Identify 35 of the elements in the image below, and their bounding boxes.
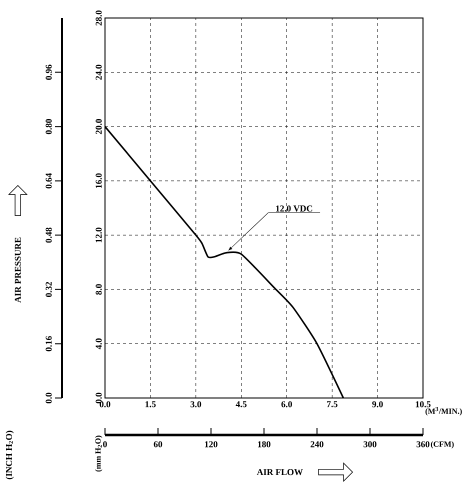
y2-tick-label: 0.80 — [46, 119, 52, 134]
x-axis-title: (M$^{3}$/MIN.) — [426, 407, 462, 416]
x2-tick-label: 180 — [258, 441, 270, 448]
x-tick-label: 4.5 — [236, 401, 247, 408]
y-tick-label: 28.0 — [96, 10, 102, 26]
y-tick-label: 20.0 — [96, 119, 102, 134]
x-tick-label: 1.5 — [146, 401, 156, 408]
text: AIR FLOW — [256, 469, 303, 476]
x-tick-label: 10.5 — [416, 401, 431, 408]
x-tick-label: 6.0 — [281, 401, 292, 408]
y-tick-label: 8.0 — [96, 284, 102, 295]
y-tick-label: 24.0 — [96, 64, 102, 80]
x-tick-label: 9.0 — [372, 401, 383, 408]
x2-tick-label: 360 — [416, 441, 430, 448]
y-tick-label: 12.0 — [96, 228, 102, 242]
y-tick-label: 4.0 — [96, 338, 102, 350]
x2-tick-label: 0 — [103, 441, 107, 448]
x2-tick-label: 120 — [204, 441, 218, 448]
y2-tick-label: 0.48 — [46, 228, 52, 243]
y-axis-title: (mm H$_{2}$O) — [95, 436, 102, 472]
x2-tick-label: 300 — [364, 441, 376, 448]
y2-tick-label: 0.96 — [46, 64, 52, 80]
y-tick-label: 16.0 — [96, 173, 102, 188]
x-tick-label: 3.0 — [190, 401, 202, 408]
y2-tick-label: 0.32 — [46, 282, 52, 297]
x2-tick-label: 240 — [310, 441, 324, 448]
y2-tick-label: 0.16 — [46, 336, 52, 352]
y2-axis-title: (INCH H$_{2}$O) — [6, 430, 14, 480]
x-tick-label: 7.5 — [327, 401, 338, 408]
text: 12.0 VDC — [276, 205, 312, 212]
x2-axis-title: (CFM) — [430, 441, 454, 448]
x-tick-label: 0.0 — [100, 401, 110, 408]
y2-tick-label: 0.64 — [46, 173, 52, 188]
x2-tick-label: 60 — [154, 441, 162, 448]
text: AIR PRESSURE — [14, 238, 21, 303]
